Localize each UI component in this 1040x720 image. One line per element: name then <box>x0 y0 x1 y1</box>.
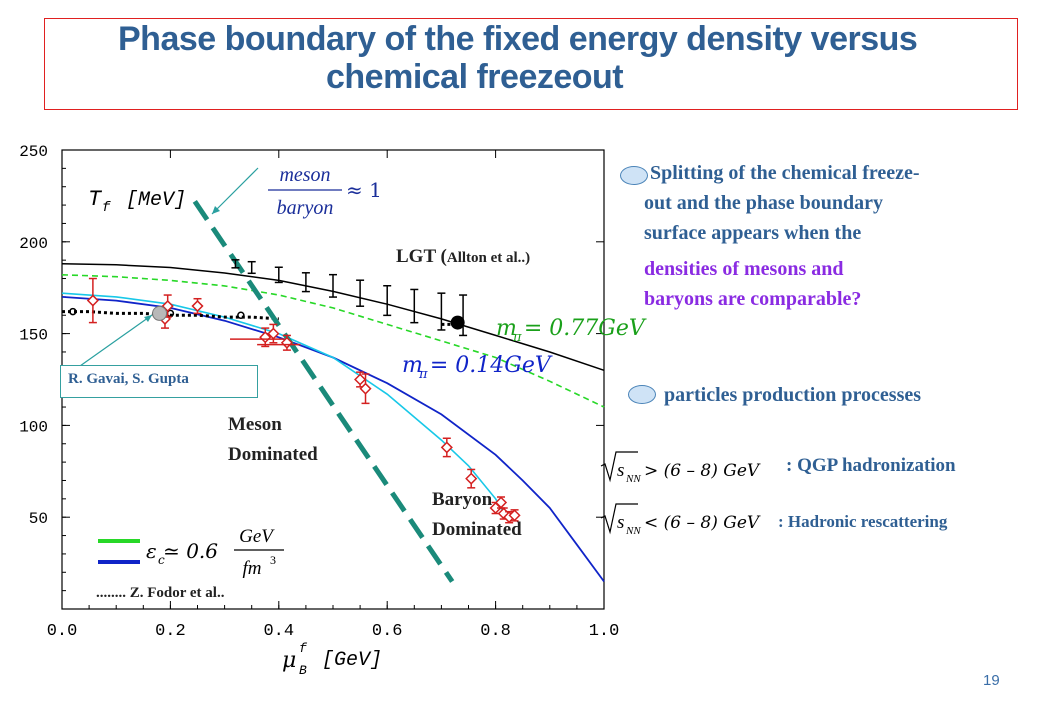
x-axis-title-superscript: f <box>299 641 308 656</box>
freezeout-point <box>494 496 508 509</box>
epsilon-unit-exponent: 3 <box>270 553 276 567</box>
lgt-label: LGT (Allton et al..) <box>396 246 530 267</box>
sqrt-subscript-nn: NN <box>625 525 641 537</box>
meson-dominated-label-1: Meson <box>228 414 282 435</box>
condition-formula: > (6 – 8) GeV <box>644 461 761 481</box>
y-axis-title-subscript: f <box>102 200 111 216</box>
y-tick-label: 100 <box>19 418 48 436</box>
freezeout-point <box>354 373 367 386</box>
ratio-pointer-arrowhead <box>212 206 220 214</box>
gavai-critical-point <box>152 305 168 321</box>
freezeout-point <box>508 509 521 522</box>
freezeout-point <box>465 472 478 485</box>
bullet-1-line-3: surface appears when the <box>644 222 862 244</box>
bullet-1-line-4: densities of mesons and <box>644 258 844 280</box>
x-tick-label: 0.8 <box>480 622 511 641</box>
meson-dominated-label-2: Dominated <box>228 444 318 465</box>
lgt-reference: Allton et al..) <box>447 250 530 266</box>
ratio-numerator: meson <box>279 164 330 186</box>
y-tick-label: 250 <box>19 143 48 161</box>
x-axis-title-subscript: B <box>299 663 307 678</box>
cyan-freezeout-curve <box>61 292 508 518</box>
lgt-critical-point <box>450 315 465 330</box>
gavai-pointer-arrowhead <box>144 315 152 322</box>
baryon-dominated-label-2: Dominated <box>432 519 522 540</box>
mpi-077-label: m = 0.77GeV <box>496 316 647 341</box>
bullet-marker <box>620 166 648 185</box>
x-tick-label: 0.4 <box>263 622 294 641</box>
freezeout-point <box>191 299 204 313</box>
fodor-point <box>237 311 245 319</box>
condition-formula: < (6 – 8) GeV <box>644 513 761 533</box>
ratio-pointer-line <box>211 167 259 215</box>
bullet-1-line-5: baryons are comparable? <box>644 288 862 310</box>
hadronic-rescattering-label: : Hadronic rescattering <box>778 512 948 531</box>
sqrt-symbol <box>600 451 638 483</box>
baryon-dominated-label-1: Baryon <box>432 489 493 510</box>
x-axis-title-unit: [GeV] <box>322 649 382 672</box>
bullet-2-text: particles production processes <box>664 384 922 406</box>
y-axis-title-unit: [MeV] <box>126 189 186 212</box>
y-axis-title-symbol: T <box>88 187 103 212</box>
qgp-hadronization-label: : QGP hadronization <box>786 455 956 476</box>
gavai-gupta-label: R. Gavai, S. Gupta <box>68 371 189 387</box>
ratio-approx: ≈ 1 <box>346 178 382 202</box>
bullet-marker <box>628 385 656 404</box>
ratio-denominator: baryon <box>277 197 334 219</box>
epsilon-unit-numerator: GeV <box>239 526 275 547</box>
fodor-point <box>69 307 77 316</box>
fodor-label: ........ Z. Fodor et al.. <box>96 585 225 601</box>
x-tick-label: 0.6 <box>372 622 403 641</box>
mpi-077-subscript: π <box>512 330 522 345</box>
x-tick-label: 1.0 <box>589 622 620 641</box>
gavai-label-box <box>60 365 258 398</box>
epsilon-unit-denominator: fm <box>243 558 262 579</box>
green-pion-curve <box>61 274 605 408</box>
sqrt-symbol <box>600 503 638 535</box>
freezeout-point <box>359 382 372 395</box>
bullet-1-line-2: out and the phase boundary <box>644 192 883 214</box>
freezeout-point <box>86 294 99 307</box>
freezeout-point <box>440 441 453 454</box>
meson-baryon-boundary-line <box>192 199 455 583</box>
mpi-014-subscript: π <box>418 367 428 382</box>
sqrt-s-symbol: s <box>617 512 624 533</box>
x-tick-label: 0.2 <box>155 622 186 641</box>
slide-title-line-1: Phase boundary of the fixed energy densi… <box>118 20 918 58</box>
epsilon-label: ε ≃ 0.6 <box>146 539 218 563</box>
title-box <box>44 18 1018 110</box>
sqrt-s-symbol: s <box>617 460 624 481</box>
y-tick-label: 150 <box>19 327 48 345</box>
mpi-014-label: m = 0.14GeV <box>402 353 553 378</box>
bullet-1-line-1: Splitting of the chemical freeze- <box>650 162 920 184</box>
y-tick-label: 50 <box>29 510 48 528</box>
x-tick-label: 0.0 <box>47 622 78 641</box>
slide-title-line-2: chemical freezeout <box>326 58 624 96</box>
epsilon-subscript: c <box>158 553 165 567</box>
gavai-pointer-line <box>79 314 153 367</box>
y-tick-label: 200 <box>19 235 48 253</box>
page-number: 19 <box>983 672 1000 689</box>
sqrt-subscript-nn: NN <box>625 473 641 485</box>
x-axis-title-symbol: μ <box>282 648 296 673</box>
